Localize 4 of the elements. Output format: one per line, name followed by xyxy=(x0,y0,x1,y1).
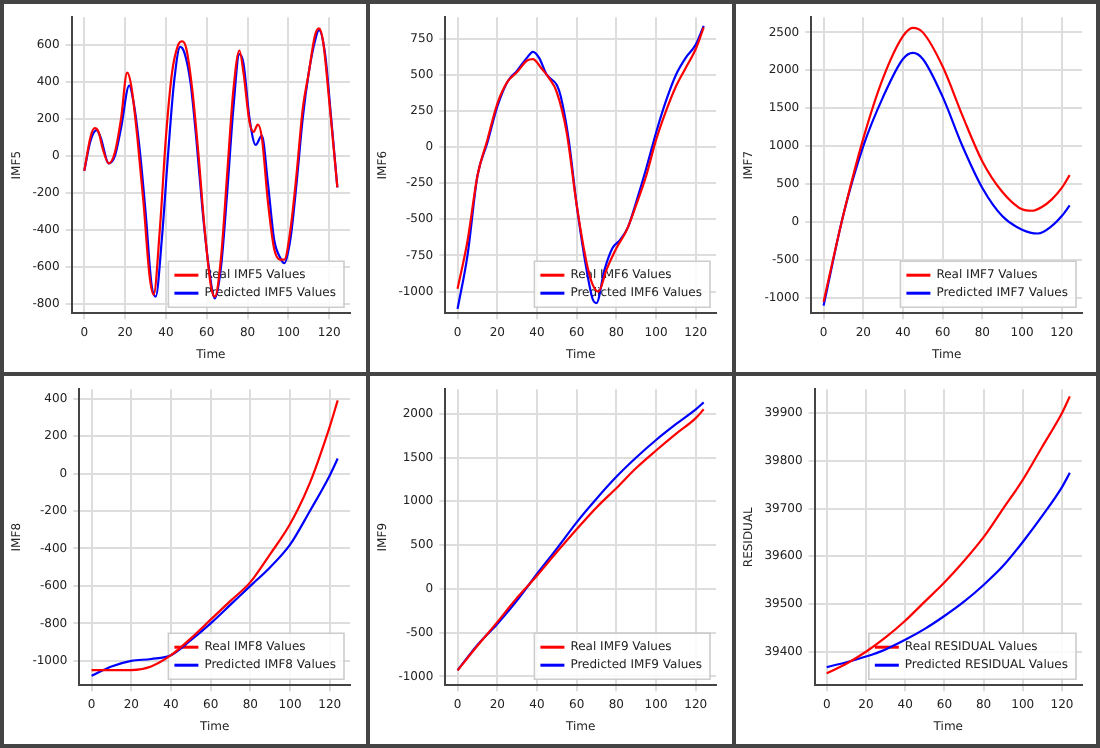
line-series xyxy=(90,399,339,672)
line-series xyxy=(825,395,1071,675)
line-series xyxy=(825,471,1071,669)
line-series xyxy=(90,457,339,677)
